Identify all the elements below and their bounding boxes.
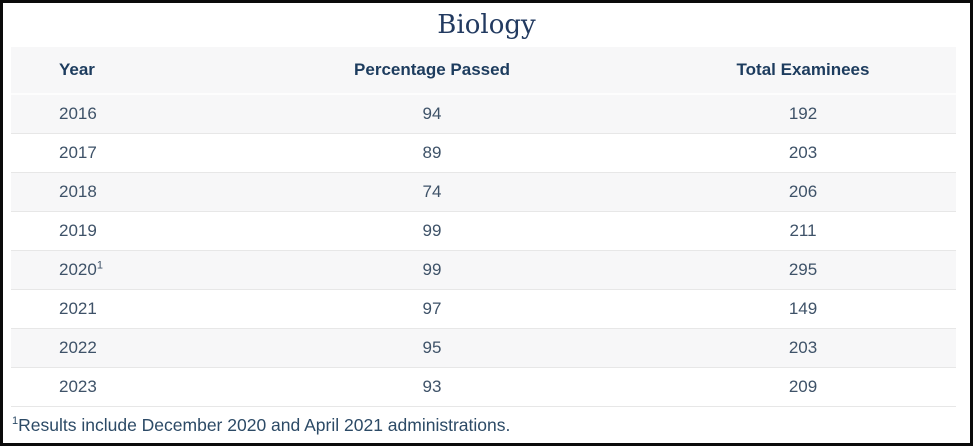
total-cell: 209 [788, 377, 818, 396]
results-table: Year Percentage Passed Total Examinees 2… [11, 47, 956, 407]
percentage-cell: 94 [214, 94, 650, 134]
table-header-row: Year Percentage Passed Total Examinees [11, 47, 956, 94]
year-cell: 2019 [59, 221, 97, 240]
footnote: 1Results include December 2020 and April… [12, 414, 970, 437]
percentage-cell: 99 [422, 221, 442, 240]
table-row: 2022 95 203 [11, 328, 956, 368]
percentage-cell: 93 [422, 377, 442, 396]
year-cell: 20201 [11, 250, 214, 290]
percentage-cell: 95 [214, 328, 650, 368]
total-cell: 295 [650, 250, 956, 290]
footnote-text: Results include December 2020 and April … [18, 415, 511, 435]
total-cell: 203 [650, 328, 956, 368]
total-cell: 211 [789, 221, 817, 240]
percentage-cell: 89 [422, 143, 442, 162]
column-header-year: Year [11, 47, 214, 94]
percentage-cell: 74 [214, 172, 650, 212]
footnote-marker: 1 [96, 259, 103, 272]
total-cell: 192 [650, 94, 956, 134]
column-header-percentage-passed: Percentage Passed [214, 47, 650, 94]
year-cell: 2021 [59, 299, 97, 318]
table-row: 2021 97 149 [11, 290, 956, 329]
total-cell: 203 [788, 143, 818, 162]
year-cell: 2018 [11, 172, 214, 212]
table-row: 2023 93 209 [11, 368, 956, 407]
year-cell: 2017 [59, 143, 97, 162]
table-row: 2018 74 206 [11, 172, 956, 212]
footnote-marker: 1 [12, 415, 19, 428]
table-row: 2017 89 203 [11, 134, 956, 173]
percentage-cell: 99 [214, 250, 650, 290]
column-header-total-examinees: Total Examinees [650, 47, 956, 94]
year-cell: 2022 [11, 328, 214, 368]
table-row: 20201 99 295 [11, 250, 956, 290]
year-cell: 2023 [59, 377, 97, 396]
page-title: Biology [437, 10, 536, 40]
total-cell: 149 [788, 299, 818, 318]
table-body: 2016 94 192 2017 89 203 2018 74 206 2019 99 211 2020… [11, 94, 956, 407]
total-cell: 206 [650, 172, 956, 212]
percentage-cell: 97 [422, 299, 442, 318]
table-row: 2019 99 211 [11, 212, 956, 251]
year-cell: 2016 [11, 94, 214, 134]
table-row: 2016 94 192 [11, 94, 956, 134]
table-header: Year Percentage Passed Total Examinees [11, 47, 956, 94]
